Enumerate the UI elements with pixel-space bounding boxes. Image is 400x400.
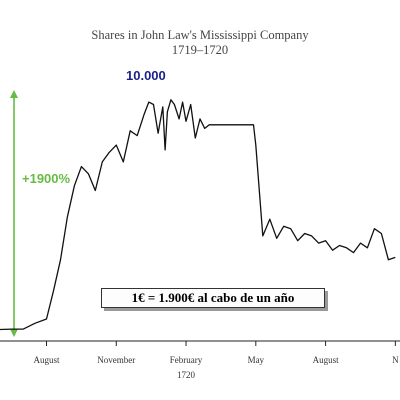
x-tick-label: August	[33, 355, 60, 365]
x-year-label: 1720	[177, 370, 196, 380]
peak-annotation: 10.000	[126, 68, 166, 83]
conversion-note: 1€ = 1.900€ al cabo de un año	[101, 288, 325, 308]
gain-annotation: +1900%	[22, 171, 71, 186]
x-tick-label: N	[392, 355, 399, 365]
gain-arrow-head-bottom	[10, 329, 18, 337]
gain-arrow-head-top	[10, 90, 18, 98]
x-tick-label: November	[97, 355, 136, 365]
share-price-line	[0, 99, 396, 331]
x-axis-ticks	[46, 341, 396, 346]
x-tick-label: May	[247, 355, 265, 365]
chart-title: Shares in John Law's Mississippi Company	[91, 28, 309, 42]
x-tick-label: February	[169, 355, 203, 365]
x-tick-label: August	[312, 355, 339, 365]
chart-subtitle: 1719–1720	[171, 43, 229, 57]
